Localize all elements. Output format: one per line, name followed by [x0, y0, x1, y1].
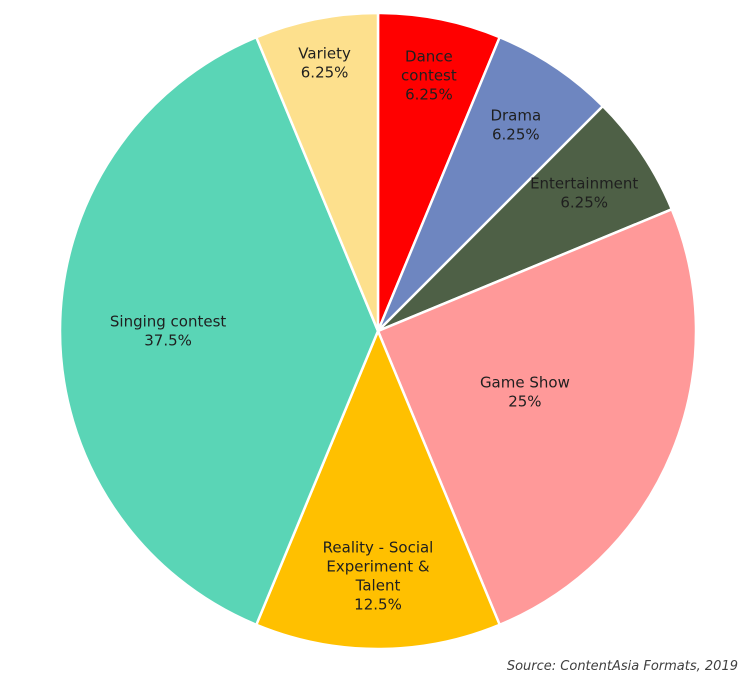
slice-value-label: 6.25% — [301, 63, 349, 81]
pie-slice-drama — [376, 35, 605, 332]
slice-label-reality-social-experiment-talent: Reality - Social Experiment & Talent 12.5% — [323, 538, 434, 613]
pie-slice-dance-contest — [376, 11, 502, 332]
slice-label-entertainment: Entertainment 6.25% — [530, 175, 638, 212]
slice-value-label: 37.5% — [144, 332, 192, 350]
slice-value-label: 6.25% — [492, 125, 540, 143]
slice-value-label: 12.5% — [354, 595, 402, 613]
slice-category-label: Reality - Social — [323, 538, 434, 556]
slice-label-variety: Variety 6.25% — [298, 44, 351, 81]
slice-category-label: Variety — [298, 44, 351, 62]
slice-category-label: Talent — [355, 576, 401, 594]
pie-slice-entertainment — [377, 104, 674, 333]
pie-slice-singing-contest — [58, 35, 380, 627]
slice-category-label: Entertainment — [530, 175, 638, 193]
slice-value-label: 6.25% — [405, 85, 453, 103]
slice-label-drama: Drama 6.25% — [490, 106, 541, 143]
pie-slices — [58, 11, 698, 651]
source-note: Source: ContentAsia Formats, 2019 — [506, 659, 738, 674]
slice-category-label: Experiment & — [326, 557, 429, 575]
pie-slice-reality-social-experiment-talent — [254, 327, 502, 651]
slice-label-dance-contest: Dance contest 6.25% — [401, 47, 457, 103]
slice-value-label: 25% — [508, 392, 541, 410]
slice-category-label: contest — [401, 66, 457, 84]
slice-label-singing-contest: Singing contest 37.5% — [110, 313, 227, 350]
slice-category-label: Game Show — [480, 373, 570, 391]
slice-category-label: Dance — [405, 47, 453, 65]
slice-value-label: 6.25% — [560, 194, 608, 212]
slice-category-label: Singing contest — [110, 313, 227, 331]
slice-label-game-show: Game Show 25% — [480, 373, 570, 410]
pie-labels: Dance contest 6.25%Drama 6.25%Entertainment… — [110, 44, 639, 613]
pie-slice-variety — [254, 11, 380, 332]
slice-category-label: Drama — [490, 106, 541, 124]
